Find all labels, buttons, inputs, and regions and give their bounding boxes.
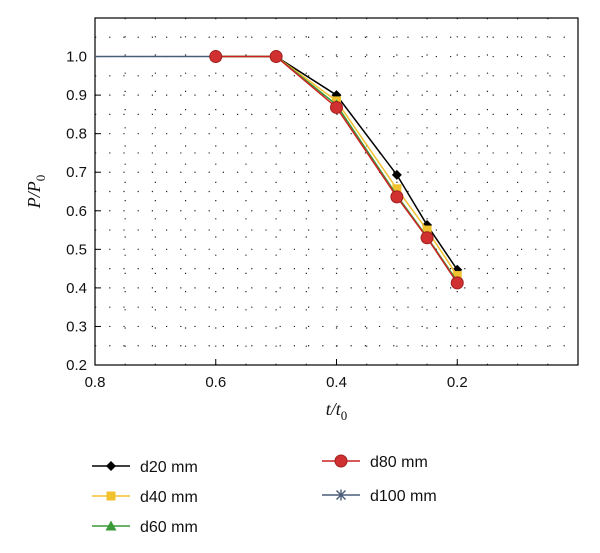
legend: d20 mm d40 mm d60 mm d80 mm d100 mm xyxy=(92,454,437,536)
y-tick-label: 0.5 xyxy=(66,241,87,258)
x-tick-label: 0.4 xyxy=(326,374,347,391)
data-point xyxy=(392,184,402,194)
y-tick-label: 0.7 xyxy=(66,164,87,181)
legend-marker xyxy=(336,489,346,501)
data-point xyxy=(422,225,432,235)
y-tick-label: 0.4 xyxy=(66,280,87,297)
legend-item: d40 mm xyxy=(92,489,198,506)
legend-item: d60 mm xyxy=(92,519,198,536)
data-point xyxy=(452,271,462,281)
series-d80-mm xyxy=(209,50,464,290)
x-axis-ticks: 0.8 0.6 0.4 0.2 xyxy=(85,359,468,391)
x-tick-label: 0.2 xyxy=(447,374,468,391)
series-d60-mm xyxy=(210,51,463,286)
legend-label: d20 mm xyxy=(140,459,198,476)
y-tick-label: 0.8 xyxy=(66,126,87,143)
y-tick-label: 1.0 xyxy=(66,49,87,66)
legend-marker xyxy=(106,491,116,501)
y-tick-label: 0.6 xyxy=(66,203,87,220)
data-point xyxy=(391,169,402,180)
data-point xyxy=(390,190,404,204)
y-axis-label: P/P0 xyxy=(24,175,48,210)
data-point xyxy=(450,276,464,290)
series-d40-mm xyxy=(211,52,462,281)
legend-label: d40 mm xyxy=(140,489,198,506)
data-point xyxy=(330,100,343,114)
data-point xyxy=(420,231,434,245)
data-point xyxy=(209,50,223,64)
y-tick-label: 0.2 xyxy=(66,357,87,374)
x-axis-label: t/t0 xyxy=(326,399,348,423)
series-line xyxy=(215,55,458,276)
legend-marker xyxy=(105,520,117,531)
data-point xyxy=(269,50,283,64)
legend-label: d80 mm xyxy=(370,454,428,471)
y-tick-label: 0.3 xyxy=(66,318,87,335)
legend-label: d60 mm xyxy=(140,519,198,536)
series-line xyxy=(215,55,458,284)
legend-item: d20 mm xyxy=(92,459,198,476)
y-axis-ticks: 0.2 0.3 0.4 0.5 0.6 0.7 0.8 0.9 1.0 xyxy=(66,49,101,374)
legend-marker xyxy=(334,454,348,468)
x-tick-label: 0.8 xyxy=(85,374,106,391)
series-layer xyxy=(95,50,464,290)
x-tick-label: 0.6 xyxy=(205,374,226,391)
legend-marker xyxy=(106,461,116,471)
legend-item: d100 mm xyxy=(322,488,437,505)
legend-item: d80 mm xyxy=(322,454,428,471)
grid xyxy=(95,18,578,365)
y-tick-label: 0.9 xyxy=(66,87,87,104)
legend-label: d100 mm xyxy=(370,488,437,505)
